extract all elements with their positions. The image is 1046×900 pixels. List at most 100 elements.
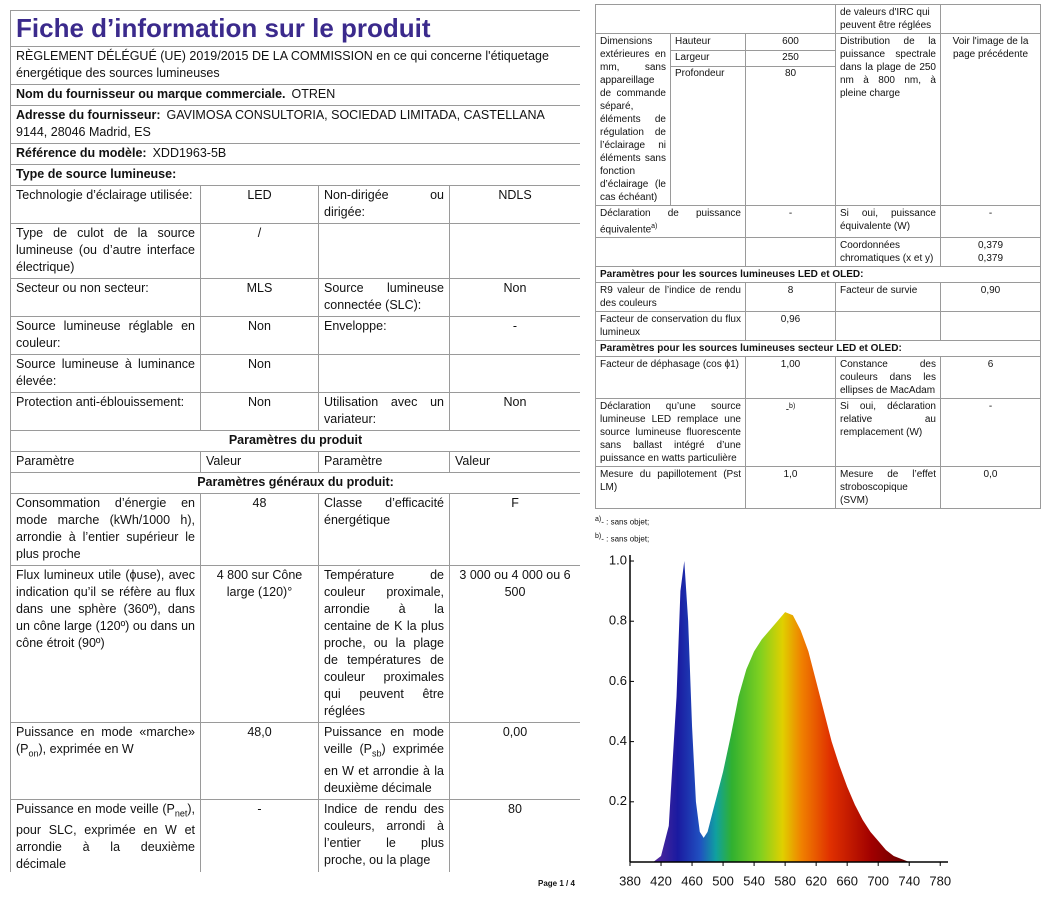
- table-cell: Technologie d’éclairage utilisée:: [10, 185, 201, 224]
- product-table-continued: de valeurs d'IRC qui peuvent être réglée…: [595, 4, 1041, 510]
- table-cell: Voir l'image de la page précédente: [940, 33, 1041, 206]
- text-part: Puissance en mode «marche» (P: [16, 725, 195, 756]
- table-cell: 6: [940, 356, 1041, 400]
- table-cell: Non: [200, 354, 319, 393]
- y-tick-label: 1.0: [609, 552, 627, 567]
- table-row: Secteur ou non secteur: MLS Source lumineu…: [10, 278, 580, 317]
- table-cell: 0,379 0,379: [940, 237, 1041, 268]
- table-cell: 3 000 ou 4 000 ou 6 500: [448, 565, 580, 723]
- table-cell: R9 valeur de l’indice de rendu des coule…: [595, 282, 746, 313]
- text-part: Déclaration de puissance équivalente: [600, 208, 741, 236]
- table-cell: Paramètres pour les sources lumineuses L…: [595, 266, 1041, 284]
- table-cell: Paramètre: [318, 451, 450, 473]
- table-cell: Facteur de déphasage (cos ϕ1): [595, 356, 746, 400]
- table-cell: 48: [200, 493, 319, 566]
- table-row: Paramètres pour les sources lumineuses s…: [595, 340, 1041, 358]
- dimension-value: 600: [782, 36, 799, 47]
- right-page: de valeurs d'IRC qui peuvent être réglée…: [595, 4, 1041, 547]
- table-row: Puissance en mode «marche» (Pon), exprim…: [10, 722, 580, 800]
- product-table: Fiche d’information sur le produit RÈGLEM…: [10, 10, 580, 872]
- table-row: Flux lumineux utile (ϕuse), avec indicat…: [10, 565, 580, 723]
- x-tick-label: 700: [867, 873, 889, 888]
- table-cell: Déclaration de puissance équivalentea): [595, 204, 746, 239]
- table-cell: Puissance en mode veille (Psb) exprimée …: [318, 722, 450, 800]
- table-row: Nom du fournisseur ou marque commerciale…: [10, 84, 580, 106]
- table-cell: Coordonnées chromatiques (x et y): [835, 237, 941, 268]
- spectrum-chart: 0.2 0.4 0.6 0.8 1.0 380 420 460 500 540 580 620 660 7…: [609, 552, 951, 888]
- table-row: Déclaration de puissance équivalentea) - S…: [595, 204, 1041, 239]
- table-cell: RÈGLEMENT DÉLÉGUÉ (UE) 2019/2015 DE LA C…: [10, 46, 580, 85]
- table-row: de valeurs d'IRC qui peuvent être réglée…: [595, 4, 1041, 34]
- footnote-mark: a): [595, 516, 602, 524]
- footnote: b)- : sans objet;: [595, 530, 1040, 547]
- table-cell: Déclaration qu’une source lumineuse LED …: [595, 398, 746, 468]
- table-cell: Fiche d’information sur le produit: [10, 10, 580, 47]
- table-cell: Si oui, puissance équivalente (W): [835, 204, 941, 239]
- table-row: Facteur de déphasage (cos ϕ1) 1,00 Constan…: [595, 356, 1041, 400]
- dimension-name: Hauteur: [675, 36, 711, 47]
- table-cell: Nom du fournisseur ou marque commerciale…: [10, 84, 580, 106]
- table-cell: /: [200, 223, 319, 279]
- table-cell: NDLS: [448, 185, 580, 224]
- dimension-name: Largeur: [671, 50, 745, 67]
- page-number: Page 1 / 4: [538, 879, 575, 888]
- script-text: net: [174, 808, 188, 818]
- footnote-text: - : sans objet;: [601, 534, 650, 544]
- table-cell: Secteur ou non secteur:: [10, 278, 201, 317]
- table-cell: 80: [448, 798, 580, 872]
- table-row: Facteur de conservation du flux lumineux…: [595, 311, 1041, 342]
- table-cell: Consommation d’énergie en mode marche (k…: [10, 493, 201, 566]
- table-cell: 1,00: [745, 356, 836, 400]
- x-tick-label: 540: [743, 873, 765, 888]
- table-cell: Adresse du fournisseur: GAVIMOSA CONSULTO…: [10, 105, 580, 144]
- dimension-value: 80: [784, 68, 797, 79]
- table-cell: -: [940, 398, 1041, 468]
- table-cell: Facteur de survie: [835, 282, 941, 313]
- x-tick-label: 420: [650, 873, 672, 888]
- table-row: Type de source lumineuse:: [10, 164, 580, 186]
- text-part: -: [785, 404, 790, 416]
- dimension-name: Profondeur: [675, 68, 725, 79]
- table-cell: Distribution de la puissance spectrale d…: [835, 33, 941, 206]
- script-text: on: [28, 748, 39, 759]
- table-cell: 4 800 sur Cône large (120)°: [200, 565, 319, 723]
- table-cell: Paramètres du produit: [10, 430, 580, 452]
- field-value: XDD1963-5B: [152, 146, 227, 160]
- table-cell: Paramètres généraux du produit:: [10, 472, 580, 494]
- table-cell: Valeur: [200, 451, 319, 473]
- table-cell: Flux lumineux utile (ϕuse), avec indicat…: [10, 565, 201, 723]
- table-cell: Source lumineuse à luminance élevée:: [10, 354, 201, 393]
- table-row: Type de culot de la source lumineuse (ou…: [10, 223, 580, 279]
- text-part: ) exprimée en W et arrondie à la deuxièm…: [324, 742, 444, 795]
- table-row: Paramètres pour les sources lumineuses L…: [595, 266, 1041, 284]
- table-cell: Facteur de conservation du flux lumineux: [595, 311, 746, 342]
- table-cell: Non: [448, 278, 580, 317]
- table-row: Technologie d’éclairage utilisée: LED Non-…: [10, 185, 580, 224]
- table-cell: [940, 4, 1041, 34]
- table-cell: Non: [200, 392, 319, 431]
- table-row: Fiche d’information sur le produit: [10, 10, 580, 47]
- table-cell: MLS: [200, 278, 319, 317]
- table-cell: de valeurs d'IRC qui peuvent être réglée…: [835, 4, 941, 34]
- table-cell: Constance des couleurs dans les ellipses…: [835, 356, 941, 400]
- table-cell: Température de couleur proximale, arrond…: [318, 565, 450, 723]
- y-tick-label: 0.8: [609, 613, 627, 628]
- field-label: Adresse du fournisseur:: [16, 108, 161, 122]
- table-cell: 1,0: [745, 466, 836, 510]
- text-part: ), pour SLC, exprimée en W et arrondie à…: [16, 801, 195, 872]
- table-cell: 600 250 80: [745, 33, 836, 206]
- table-cell: [745, 237, 836, 268]
- table-cell: [595, 4, 836, 34]
- table-row: Mesure du papillotement (Pst LM) 1,0 Mesur…: [595, 466, 1041, 510]
- table-cell: Non: [448, 392, 580, 431]
- table-row: Consommation d’énergie en mode marche (k…: [10, 493, 580, 566]
- table-row: R9 valeur de l’indice de rendu des coule…: [595, 282, 1041, 313]
- table-cell: [595, 237, 746, 268]
- table-row: Paramètres du produit: [10, 430, 580, 452]
- footnote: a)- : sans objet;: [595, 513, 1040, 530]
- x-tick-label: 380: [619, 873, 641, 888]
- x-tick-label: 740: [898, 873, 920, 888]
- x-tick-label: 500: [712, 873, 734, 888]
- table-cell: -: [200, 798, 319, 872]
- x-tick-label: 660: [836, 873, 858, 888]
